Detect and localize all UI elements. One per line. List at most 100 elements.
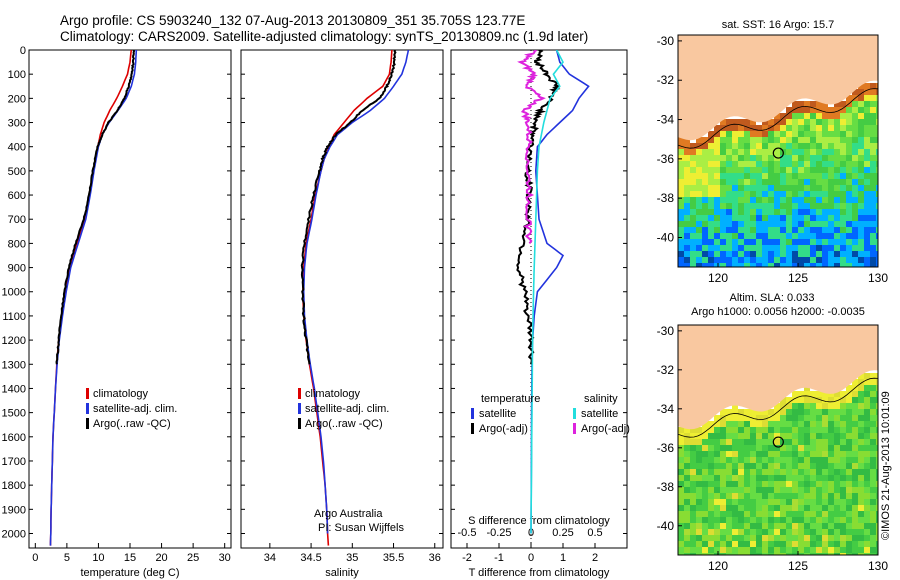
legend-swatch bbox=[471, 408, 474, 419]
legend-swatch bbox=[573, 408, 576, 419]
x-tick-label: 0 bbox=[528, 552, 534, 564]
y-tick-label: -40 bbox=[657, 519, 675, 533]
legend-swatch bbox=[298, 388, 301, 399]
x-tick-label: 30 bbox=[219, 552, 231, 564]
top-tick-label: 0.25 bbox=[552, 527, 573, 539]
top-tick-label: 0.5 bbox=[587, 527, 602, 539]
legend-label: Argo(-adj) bbox=[479, 423, 528, 435]
x-tick-label: 130 bbox=[868, 559, 888, 573]
y-tick-label: 1300 bbox=[2, 359, 26, 371]
x-tick-label: 35.5 bbox=[383, 552, 404, 564]
y-tick-label: 100 bbox=[8, 69, 26, 81]
annotation-line2: PI: Susan Wijffels bbox=[318, 522, 404, 534]
x-tick-label: 10 bbox=[92, 552, 104, 564]
x-axis-label: temperature (deg C) bbox=[80, 567, 179, 579]
series-group bbox=[300, 50, 410, 546]
float-location-marker bbox=[772, 436, 784, 448]
profile-panel-3: -2 -1 0 1 2 T difference from climatology -0.5… bbox=[450, 49, 630, 579]
panel-frame bbox=[240, 49, 444, 549]
map-panel-1: 120 125 130 -30 -32 -34 -36 -38 -40 sat. SST: 16 … bbox=[657, 19, 889, 285]
x-tick-label: 15 bbox=[124, 552, 136, 564]
y-tick-label: 1800 bbox=[2, 480, 26, 492]
top-axis-label: S difference from climatology bbox=[468, 515, 610, 527]
panel-frame bbox=[450, 49, 628, 549]
top-tick-label: -0.5 bbox=[458, 527, 477, 539]
y-tick-label: 200 bbox=[8, 93, 26, 105]
y-tick-label: -30 bbox=[657, 34, 675, 48]
x-tick-label: 120 bbox=[708, 271, 728, 285]
y-tick-label: 300 bbox=[8, 118, 26, 130]
land-mask bbox=[678, 325, 878, 430]
legend-label: satellite-adj. clim. bbox=[305, 403, 389, 415]
y-tick-label: 0 bbox=[20, 45, 26, 57]
legend-label: climatology bbox=[305, 388, 361, 400]
y-tick-label: -34 bbox=[657, 402, 675, 416]
y-tick-label: -34 bbox=[657, 113, 675, 127]
y-tick-label: 1100 bbox=[2, 311, 26, 323]
legend-swatch bbox=[86, 388, 89, 399]
legend-swatch bbox=[471, 423, 474, 434]
y-tick-label: 500 bbox=[8, 166, 26, 178]
legend-swatch bbox=[86, 418, 89, 429]
map-field bbox=[678, 325, 878, 555]
x-tick-label: 25 bbox=[187, 552, 199, 564]
series-line-sat bbox=[302, 50, 410, 534]
annotation-line1: Argo Australia bbox=[314, 508, 383, 520]
y-tick-label: -40 bbox=[657, 231, 675, 245]
map-field bbox=[678, 35, 878, 267]
y-tick-label: 1200 bbox=[2, 335, 26, 347]
map-frame bbox=[677, 34, 879, 268]
y-tick-label: 1000 bbox=[2, 287, 26, 299]
isobath-contour bbox=[678, 377, 878, 438]
legend-label: satellite bbox=[479, 408, 516, 420]
panel-frame bbox=[28, 49, 232, 549]
map-title: Altim. SLA: 0.033 bbox=[730, 292, 815, 304]
x-tick-label: 36 bbox=[429, 552, 441, 564]
x-tick-label: 125 bbox=[788, 271, 808, 285]
x-tick-label: -1 bbox=[494, 552, 504, 564]
x-tick-label: 34.5 bbox=[300, 552, 321, 564]
legend-label: satellite bbox=[581, 408, 618, 420]
x-tick-label: 2 bbox=[592, 552, 598, 564]
series-line-magenta bbox=[517, 50, 546, 245]
y-tick-label: 1600 bbox=[2, 432, 26, 444]
y-tick-label: -32 bbox=[657, 73, 675, 87]
profile-panel-2: 34 34.5 35 35.5 36 salinity climatology satelli… bbox=[240, 49, 444, 579]
map-frame bbox=[677, 324, 879, 556]
series-line-argo bbox=[55, 50, 136, 365]
y-tick-label: 1900 bbox=[2, 504, 26, 516]
series-line-sat bbox=[49, 50, 138, 546]
legend-label: Argo(..raw -QC) bbox=[305, 418, 383, 430]
x-tick-label: 20 bbox=[155, 552, 167, 564]
legend-swatch bbox=[86, 403, 89, 414]
y-tick-label: -38 bbox=[657, 480, 675, 494]
x-tick-label: 125 bbox=[788, 559, 808, 573]
y-tick-label: -30 bbox=[657, 324, 675, 338]
x-tick-label: 130 bbox=[868, 271, 888, 285]
figure-title-line1: Argo profile: CS 5903240_132 07-Aug-2013… bbox=[60, 13, 526, 28]
x-axis-label: T difference from climatology bbox=[469, 567, 610, 579]
y-tick-label: -36 bbox=[657, 152, 675, 166]
y-tick-label: 1700 bbox=[2, 456, 26, 468]
legend-label: climatology bbox=[93, 388, 149, 400]
figure-title-line2: Climatology: CARS2009. Satellite-adjuste… bbox=[60, 29, 589, 44]
x-tick-label: 35 bbox=[346, 552, 358, 564]
top-tick-label: -0.25 bbox=[486, 527, 511, 539]
y-tick-label: -36 bbox=[657, 441, 675, 455]
x-tick-label: 1 bbox=[560, 552, 566, 564]
profile-panel-1: 0 5 10 15 20 25 30 temperature (deg C) 0 100 200 30… bbox=[2, 45, 232, 579]
y-tick-label: -38 bbox=[657, 191, 675, 205]
y-tick-label: 2000 bbox=[2, 528, 26, 540]
isobath-contour bbox=[678, 88, 878, 149]
series-group bbox=[516, 50, 590, 534]
series-line-argo bbox=[300, 50, 397, 365]
map-title: sat. SST: 16 Argo: 15.7 bbox=[722, 19, 835, 31]
series-line-argo bbox=[516, 50, 561, 365]
float-location-marker bbox=[772, 147, 784, 159]
y-tick-label: 400 bbox=[8, 142, 26, 154]
legend-heading-temperature: temperature bbox=[481, 393, 540, 405]
legend-heading-salinity: salinity bbox=[584, 393, 618, 405]
x-tick-label: 120 bbox=[708, 559, 728, 573]
y-tick-label: 900 bbox=[8, 263, 26, 275]
